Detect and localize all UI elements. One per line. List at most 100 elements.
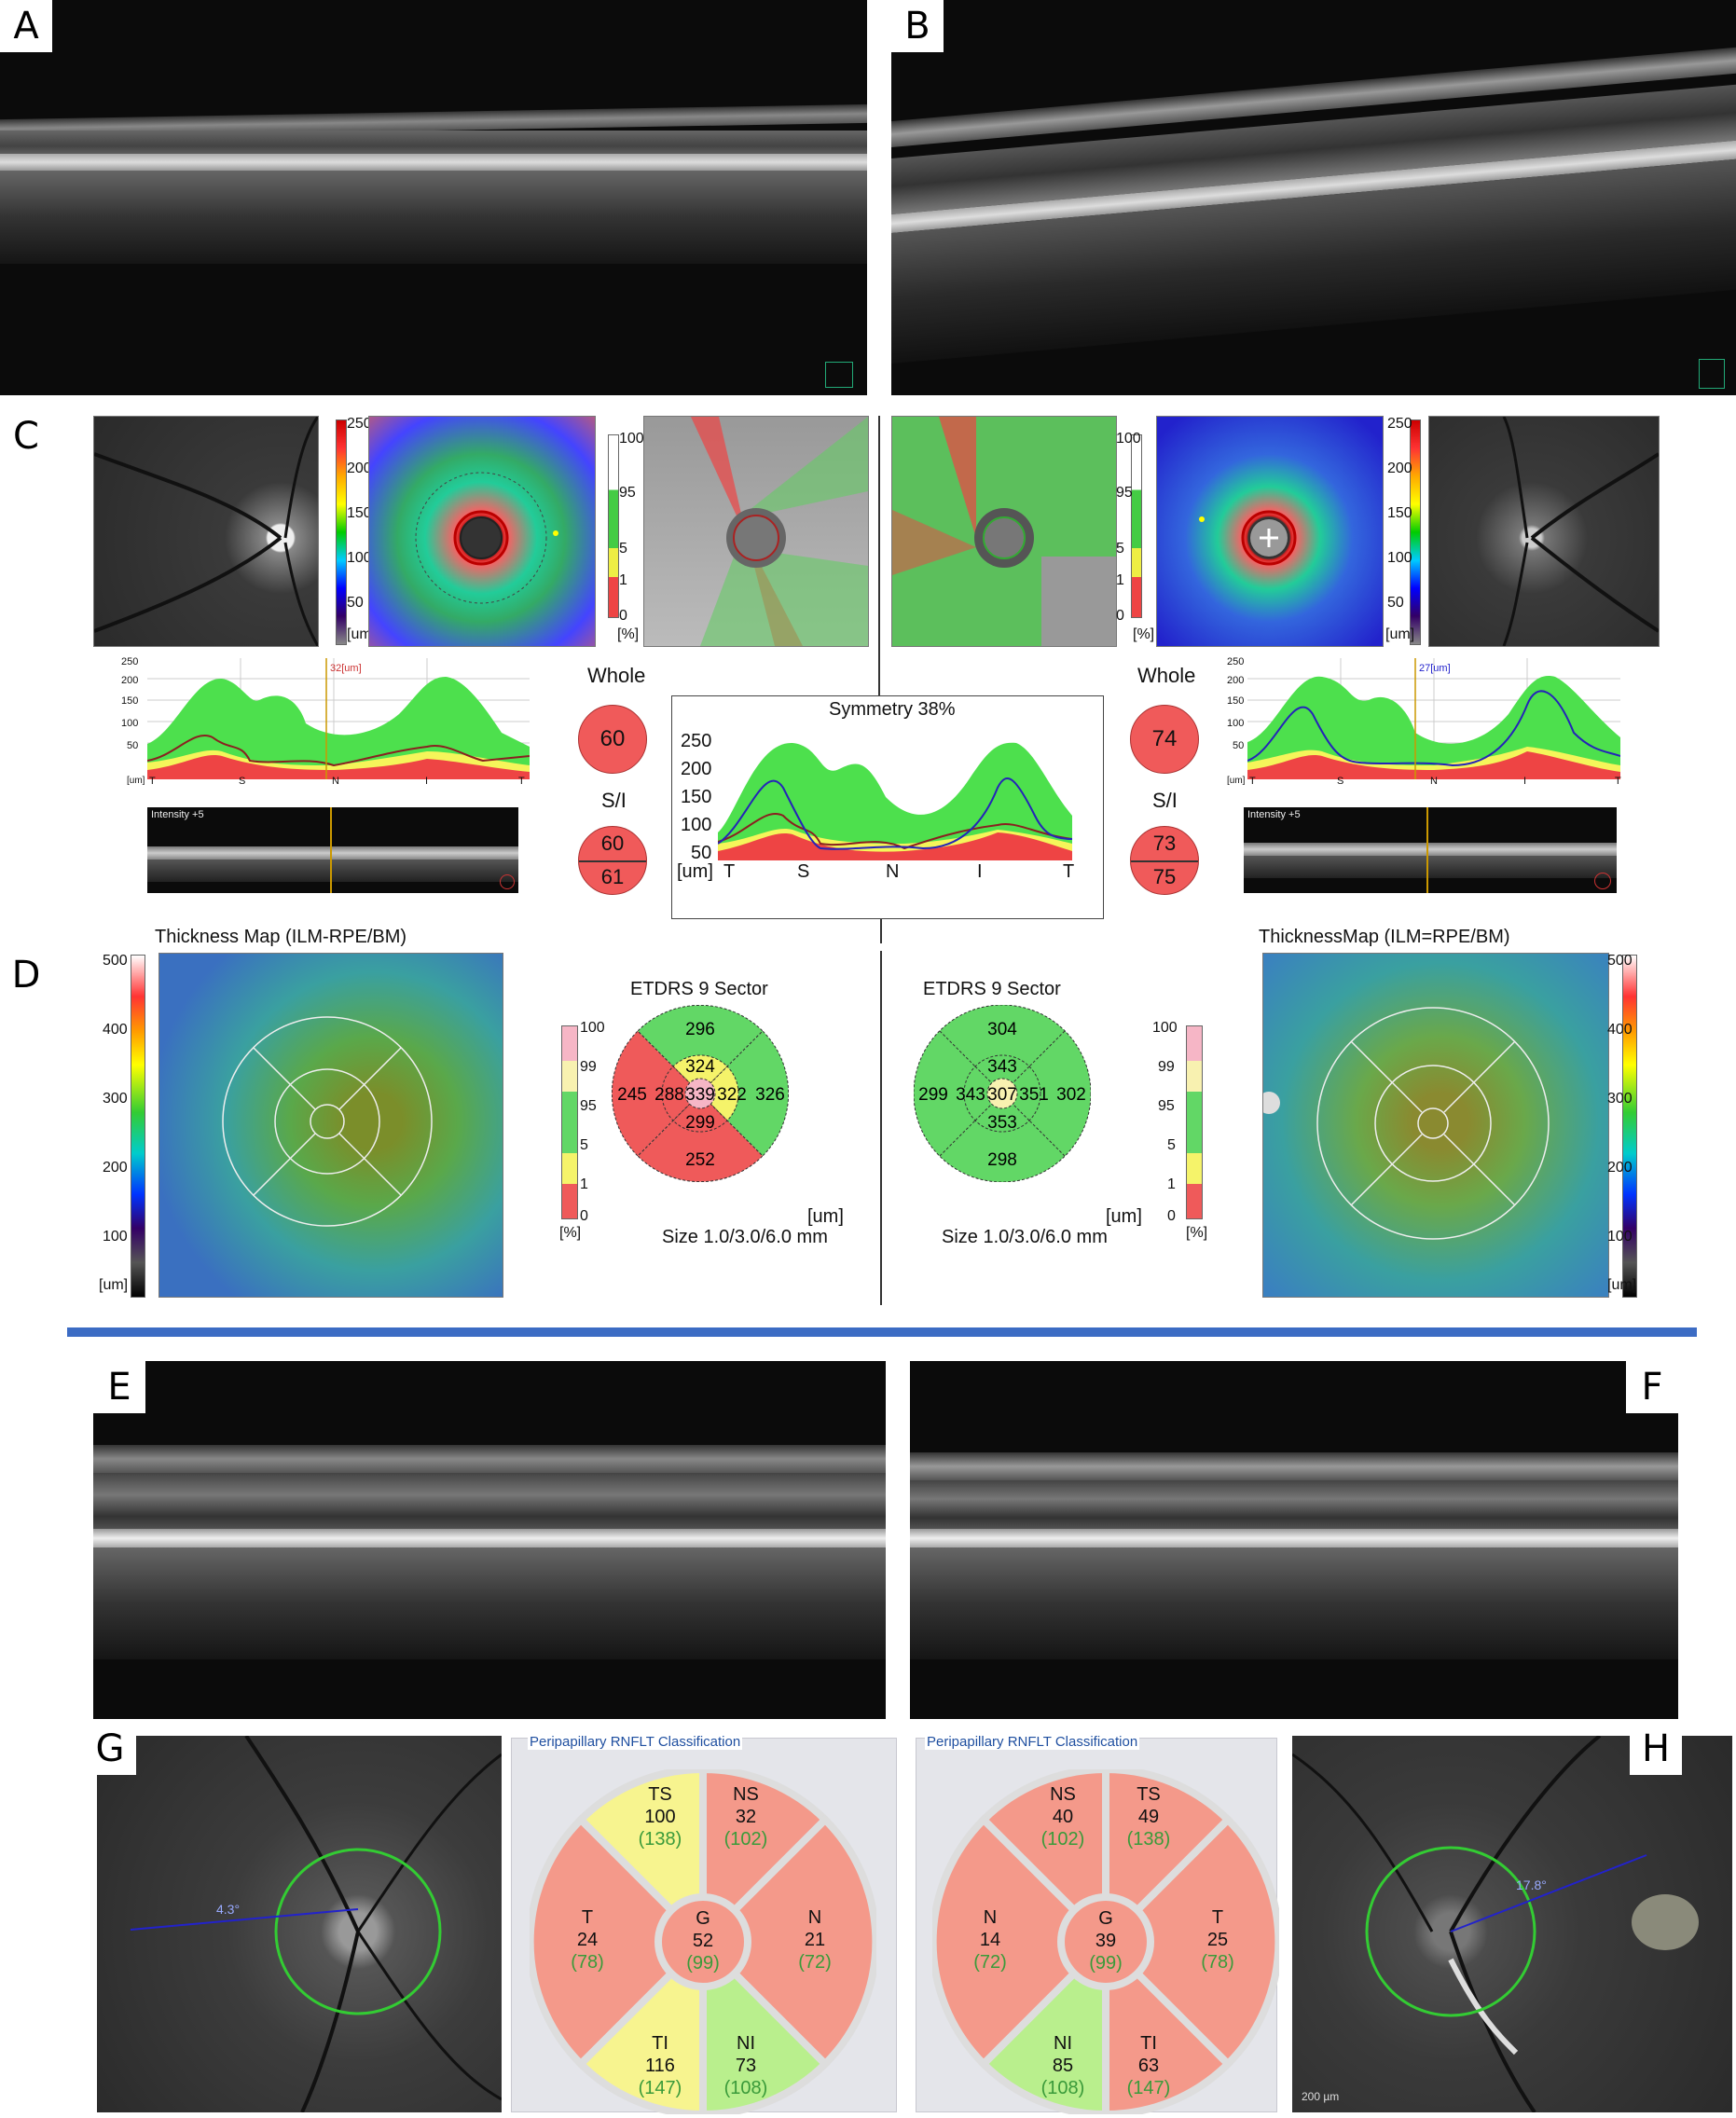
macular-scale-left bbox=[131, 955, 145, 1298]
profile-y-tick: 150 bbox=[121, 695, 139, 707]
macular-scale-tick: 400 bbox=[103, 1022, 128, 1038]
etdrs-size-left: Size 1.0/3.0/6.0 mm bbox=[662, 1227, 828, 1247]
profile-x-label: S bbox=[239, 776, 246, 787]
rnfl-thickness-map-right bbox=[1156, 416, 1384, 647]
profile-marker-label: 32[um] bbox=[330, 663, 362, 674]
percent-tick: 5 bbox=[619, 541, 627, 557]
sector-normal: (147) bbox=[1127, 2078, 1171, 2098]
si-inferior-right: 75 bbox=[1152, 865, 1177, 888]
etdrs-percent-scale-left bbox=[561, 1025, 578, 1219]
scale-marker bbox=[825, 362, 853, 388]
sector-normal: (78) bbox=[1201, 1952, 1234, 1973]
etdrs-outer-superior: 296 bbox=[685, 1020, 715, 1039]
sector-normal: (138) bbox=[1127, 1829, 1171, 1850]
symmetry-y-tick: 150 bbox=[681, 787, 712, 807]
profile-x-label: S bbox=[1337, 776, 1344, 787]
etdrs-percent-tick: 5 bbox=[1167, 1137, 1176, 1153]
profile-y-tick: 100 bbox=[1227, 718, 1245, 729]
rnfl-thickness-map-left bbox=[368, 416, 596, 647]
etdrs-percent-tick: 95 bbox=[1158, 1098, 1175, 1114]
sector-normal: (102) bbox=[1041, 1829, 1085, 1850]
scale-tick: 200 bbox=[347, 461, 372, 476]
etdrs-inner-inferior: 299 bbox=[685, 1113, 715, 1133]
fundus-image-right bbox=[1428, 416, 1660, 647]
sector-value: 25 bbox=[1207, 1930, 1228, 1950]
macular-thickness-map-left bbox=[158, 953, 503, 1298]
scale-unit: [um] bbox=[1385, 626, 1415, 642]
rnflt-title-g: Peripapillary RNFLT Classification bbox=[528, 1734, 743, 1750]
etdrs-center: 307 bbox=[987, 1085, 1017, 1105]
sector-name: NS bbox=[1050, 1784, 1076, 1805]
etdrs-grid-right: 304 343 299 343 307 351 302 353 298 bbox=[914, 1005, 1091, 1182]
sector-name: T bbox=[1212, 1907, 1223, 1928]
sector-value: 40 bbox=[1053, 1807, 1073, 1827]
percentile-scale-right bbox=[1131, 434, 1142, 618]
rnfl-profile-chart-right: 27[um] bbox=[1247, 658, 1620, 784]
scale-tick: 150 bbox=[1387, 505, 1412, 521]
whole-value-left: 60 bbox=[578, 705, 647, 774]
sector-name: NI bbox=[1054, 2033, 1072, 2054]
symmetry-y-tick: 200 bbox=[681, 759, 712, 779]
panel-label-e: E bbox=[93, 1361, 145, 1413]
panel-divider-c bbox=[878, 416, 880, 695]
etdrs-percent-unit: [%] bbox=[1186, 1225, 1208, 1241]
symmetry-title: Symmetry 38% bbox=[829, 699, 956, 720]
profile-x-label: T bbox=[1249, 776, 1256, 787]
panel-label-g: G bbox=[84, 1723, 136, 1775]
sector-value: 14 bbox=[980, 1930, 1000, 1950]
profile-y-tick: 50 bbox=[127, 740, 139, 751]
panel-label-h: H bbox=[1630, 1723, 1682, 1775]
etdrs-percent-tick: 99 bbox=[580, 1059, 597, 1075]
percent-tick: 1 bbox=[619, 572, 627, 588]
etdrs-center: 339 bbox=[685, 1085, 715, 1105]
sector-name: TS bbox=[1137, 1784, 1161, 1805]
etdrs-percent-scale-right bbox=[1186, 1025, 1203, 1219]
percent-tick: 95 bbox=[619, 485, 636, 501]
etdrs-outer-inferior: 252 bbox=[685, 1150, 715, 1170]
thickness-map-title-right: ThicknessMap (ILM=RPE/BM) bbox=[1259, 927, 1510, 947]
macular-scale-tick: 300 bbox=[103, 1091, 128, 1107]
etdrs-percent-tick: 100 bbox=[1152, 1020, 1178, 1036]
sector-value: 73 bbox=[736, 2056, 756, 2076]
deviation-map-left bbox=[643, 416, 869, 647]
sector-normal: (108) bbox=[1041, 2078, 1085, 2098]
sector-name: N bbox=[808, 1907, 821, 1928]
profile-y-tick: 150 bbox=[1227, 695, 1245, 707]
etdrs-percent-unit: [%] bbox=[559, 1225, 582, 1241]
rnflt-chart-h: NS 40 (102) TS 49 (138) N 14 (72) G 39 (… bbox=[932, 1769, 1279, 2114]
etdrs-title-right: ETDRS 9 Sector bbox=[923, 979, 1061, 999]
whole-value-right: 74 bbox=[1130, 705, 1199, 774]
scale-tick: 250 bbox=[347, 416, 372, 432]
sector-normal: (78) bbox=[571, 1952, 604, 1973]
percent-tick: 100 bbox=[619, 431, 644, 447]
si-value-right: 73 75 bbox=[1130, 826, 1199, 895]
macular-thickness-map-right bbox=[1262, 953, 1609, 1298]
etdrs-inner-temporal: 288 bbox=[654, 1085, 684, 1105]
etdrs-unit-right: [um] bbox=[1106, 1206, 1142, 1227]
etdrs-outer-nasal: 326 bbox=[755, 1085, 785, 1105]
etdrs-percent-tick: 100 bbox=[580, 1020, 605, 1036]
etdrs-percent-tick: 5 bbox=[580, 1137, 588, 1153]
macular-scale-unit: [um] bbox=[99, 1277, 129, 1293]
whole-label-right: Whole bbox=[1137, 664, 1196, 687]
etdrs-inner-nasal: 351 bbox=[1019, 1085, 1049, 1105]
circular-oct-right: Intensity +5 bbox=[1244, 807, 1617, 893]
etdrs-inner-superior: 343 bbox=[987, 1057, 1017, 1077]
profile-x-label: T bbox=[149, 776, 156, 787]
sector-name: TI bbox=[1140, 2033, 1157, 2054]
etdrs-inner-superior: 324 bbox=[685, 1057, 715, 1077]
macular-scale-tick: 100 bbox=[103, 1229, 128, 1245]
sector-name: G bbox=[696, 1908, 710, 1929]
scale-tick: 100 bbox=[347, 550, 372, 566]
profile-x-label: N bbox=[1430, 776, 1438, 787]
etdrs-grid-left: 296 324 245 288 339 322 326 299 252 bbox=[612, 1005, 789, 1182]
sector-name: N bbox=[984, 1907, 997, 1928]
sector-value: 39 bbox=[1095, 1931, 1116, 1951]
oct-scan-b bbox=[891, 0, 1736, 395]
panel-label-b: B bbox=[891, 0, 944, 52]
profile-x-label: T bbox=[518, 776, 525, 787]
macular-scale-tick: 200 bbox=[103, 1160, 128, 1176]
sector-normal: (138) bbox=[639, 1829, 682, 1850]
profile-x-label: N bbox=[332, 776, 339, 787]
profile-y-tick: 100 bbox=[121, 718, 139, 729]
